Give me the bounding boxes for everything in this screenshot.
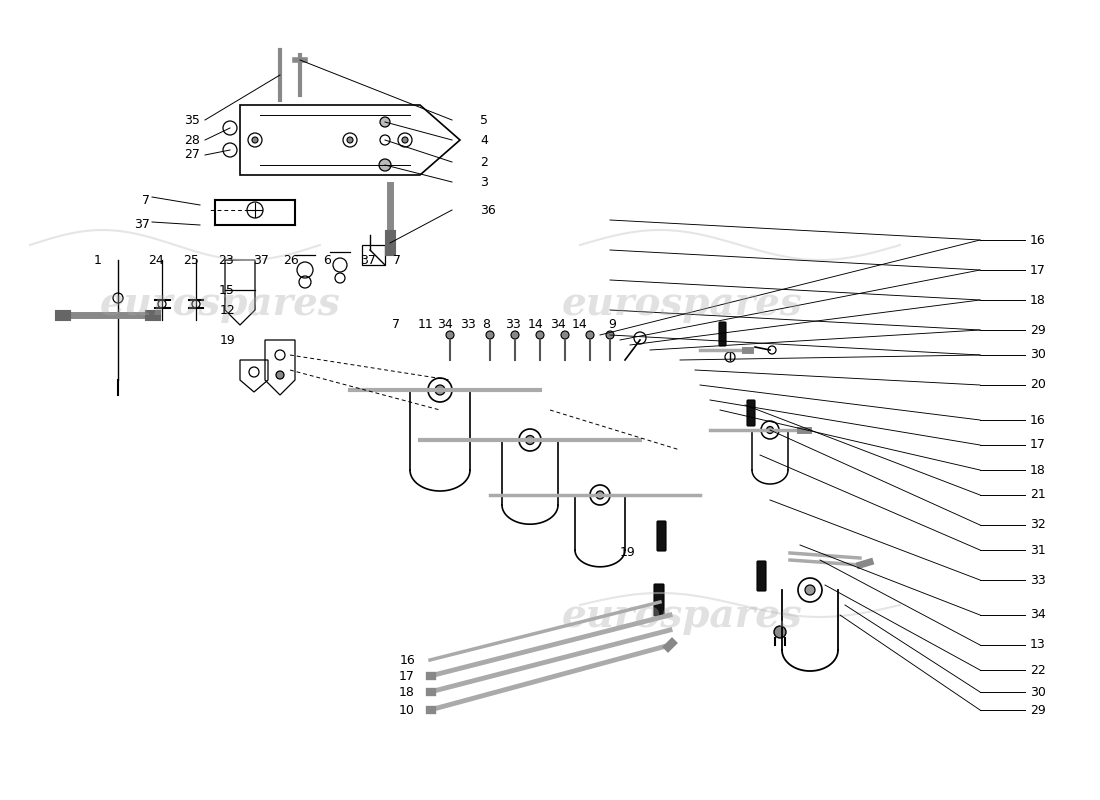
Text: 33: 33 bbox=[1030, 574, 1046, 586]
Text: 21: 21 bbox=[1030, 489, 1046, 502]
Text: eurospares: eurospares bbox=[100, 285, 340, 323]
Text: 4: 4 bbox=[480, 134, 488, 146]
Text: 37: 37 bbox=[253, 254, 268, 266]
Text: 34: 34 bbox=[550, 318, 565, 331]
Text: 7: 7 bbox=[392, 318, 400, 331]
Text: 9: 9 bbox=[608, 318, 616, 331]
Text: 28: 28 bbox=[184, 134, 200, 146]
Circle shape bbox=[379, 117, 390, 127]
Text: 36: 36 bbox=[480, 203, 496, 217]
Text: 27: 27 bbox=[184, 149, 200, 162]
Text: 7: 7 bbox=[393, 254, 402, 266]
Text: 20: 20 bbox=[1030, 378, 1046, 391]
Text: 18: 18 bbox=[1030, 463, 1046, 477]
Circle shape bbox=[252, 137, 258, 143]
Text: 16: 16 bbox=[1030, 234, 1046, 246]
Text: 11: 11 bbox=[418, 318, 433, 331]
Text: 25: 25 bbox=[183, 254, 199, 266]
Text: 33: 33 bbox=[505, 318, 520, 331]
Text: 34: 34 bbox=[1030, 609, 1046, 622]
Text: 12: 12 bbox=[219, 303, 235, 317]
Text: 17: 17 bbox=[1030, 263, 1046, 277]
Text: 19: 19 bbox=[619, 546, 635, 558]
Circle shape bbox=[379, 159, 390, 171]
Text: 7: 7 bbox=[142, 194, 150, 206]
Text: 32: 32 bbox=[1030, 518, 1046, 531]
Text: 16: 16 bbox=[399, 654, 415, 666]
Text: 14: 14 bbox=[572, 318, 587, 331]
Text: 26: 26 bbox=[283, 254, 299, 266]
Circle shape bbox=[276, 371, 284, 379]
Circle shape bbox=[536, 331, 544, 339]
Text: 2: 2 bbox=[480, 155, 488, 169]
Circle shape bbox=[561, 331, 569, 339]
Text: 19: 19 bbox=[219, 334, 235, 346]
Text: 10: 10 bbox=[399, 703, 415, 717]
Text: 35: 35 bbox=[184, 114, 200, 126]
Text: 22: 22 bbox=[1030, 663, 1046, 677]
Text: 23: 23 bbox=[218, 254, 233, 266]
Text: 16: 16 bbox=[1030, 414, 1046, 426]
Circle shape bbox=[402, 137, 408, 143]
Text: 17: 17 bbox=[1030, 438, 1046, 451]
Circle shape bbox=[596, 491, 604, 499]
Text: 5: 5 bbox=[480, 114, 488, 126]
FancyBboxPatch shape bbox=[654, 584, 664, 616]
Circle shape bbox=[526, 435, 535, 445]
Text: 29: 29 bbox=[1030, 323, 1046, 337]
Circle shape bbox=[434, 385, 446, 395]
Text: 29: 29 bbox=[1030, 703, 1046, 717]
Text: eurospares: eurospares bbox=[562, 285, 802, 323]
Circle shape bbox=[805, 585, 815, 595]
FancyBboxPatch shape bbox=[657, 521, 665, 551]
Circle shape bbox=[774, 626, 786, 638]
Circle shape bbox=[606, 331, 614, 339]
Circle shape bbox=[512, 331, 519, 339]
Circle shape bbox=[486, 331, 494, 339]
Text: 37: 37 bbox=[134, 218, 150, 231]
Text: 18: 18 bbox=[1030, 294, 1046, 306]
Text: 24: 24 bbox=[148, 254, 164, 266]
Circle shape bbox=[586, 331, 594, 339]
Circle shape bbox=[767, 426, 773, 434]
Text: 15: 15 bbox=[219, 283, 235, 297]
Text: 34: 34 bbox=[437, 318, 453, 331]
Text: 30: 30 bbox=[1030, 686, 1046, 698]
Text: 1: 1 bbox=[95, 254, 102, 266]
FancyBboxPatch shape bbox=[747, 400, 755, 426]
FancyBboxPatch shape bbox=[757, 561, 766, 591]
Text: 31: 31 bbox=[1030, 543, 1046, 557]
Text: 33: 33 bbox=[460, 318, 475, 331]
Circle shape bbox=[346, 137, 353, 143]
Text: 17: 17 bbox=[399, 670, 415, 682]
FancyBboxPatch shape bbox=[719, 322, 726, 346]
Text: 8: 8 bbox=[482, 318, 490, 331]
Text: 37: 37 bbox=[360, 254, 376, 266]
Text: 14: 14 bbox=[528, 318, 543, 331]
Text: 18: 18 bbox=[399, 686, 415, 698]
Text: 6: 6 bbox=[323, 254, 331, 266]
Text: eurospares: eurospares bbox=[562, 597, 802, 635]
Text: 30: 30 bbox=[1030, 349, 1046, 362]
Circle shape bbox=[446, 331, 454, 339]
Text: 3: 3 bbox=[480, 175, 488, 189]
Text: 13: 13 bbox=[1030, 638, 1046, 651]
